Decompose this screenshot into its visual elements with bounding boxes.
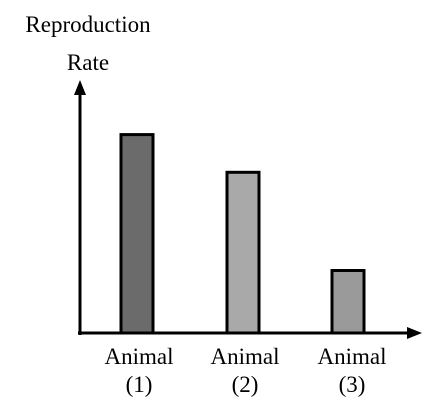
bar	[119, 133, 155, 335]
y-axis-arrow	[74, 80, 86, 95]
bar	[225, 170, 261, 335]
bar	[330, 269, 366, 335]
x-tick-label: Animal (1)	[104, 344, 174, 397]
y-axis-label: Reproduction Rate	[25, 12, 151, 75]
x-tick-label: Animal (2)	[210, 344, 280, 397]
x-tick-label: Animal (3)	[317, 344, 387, 397]
x-axis-arrow	[407, 327, 422, 339]
